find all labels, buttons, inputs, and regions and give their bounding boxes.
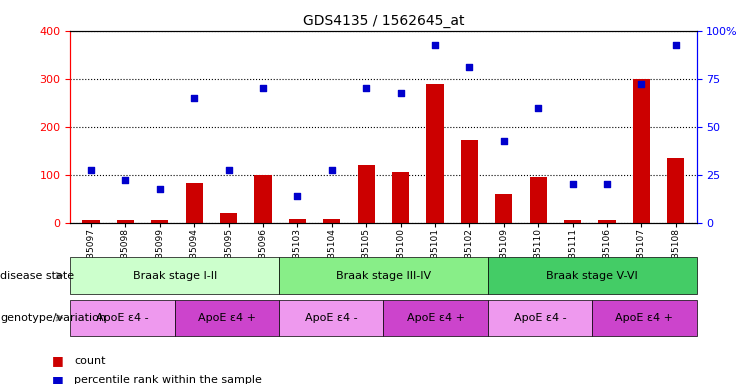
Bar [633,79,650,223]
Text: genotype/variation: genotype/variation [0,313,106,323]
Text: ■: ■ [52,374,64,384]
Text: ApoE ε4 +: ApoE ε4 + [615,313,674,323]
Point [223,167,235,173]
Point [670,42,682,48]
Point [498,138,510,144]
Text: Braak stage I-II: Braak stage I-II [133,270,217,281]
Point [326,167,338,173]
Bar [668,158,685,223]
Bar [599,220,616,223]
Title: GDS4135 / 1562645_at: GDS4135 / 1562645_at [303,14,464,28]
Point [257,85,269,91]
Bar [495,194,513,223]
Point [429,42,441,48]
Point [360,85,372,91]
Text: disease state: disease state [0,270,74,281]
Point [601,181,613,187]
Point [154,186,166,192]
Point [636,81,648,87]
Text: ■: ■ [52,354,64,367]
Bar [461,140,478,223]
Point [85,167,97,173]
Bar [186,184,203,223]
Point [395,90,407,96]
Bar [220,213,237,223]
Text: count: count [74,356,106,366]
Text: ApoE ε4 +: ApoE ε4 + [198,313,256,323]
Bar [82,220,99,223]
Bar [427,84,444,223]
Point [291,193,303,199]
Text: Braak stage V-VI: Braak stage V-VI [546,270,638,281]
Point [567,181,579,187]
Bar [358,165,375,223]
Bar [530,177,547,223]
Text: Braak stage III-IV: Braak stage III-IV [336,270,431,281]
Point [464,64,476,70]
Point [188,95,200,101]
Bar [254,175,272,223]
Point [119,177,131,183]
Point [532,104,544,111]
Bar [323,219,340,223]
Text: ApoE ε4 -: ApoE ε4 - [96,313,149,323]
Bar [117,220,134,223]
Bar [289,219,306,223]
Bar [564,220,581,223]
Text: ApoE ε4 +: ApoE ε4 + [407,313,465,323]
Text: ApoE ε4 -: ApoE ε4 - [514,313,566,323]
Text: percentile rank within the sample: percentile rank within the sample [74,375,262,384]
Bar [392,172,409,223]
Bar [151,220,168,223]
Text: ApoE ε4 -: ApoE ε4 - [305,313,358,323]
